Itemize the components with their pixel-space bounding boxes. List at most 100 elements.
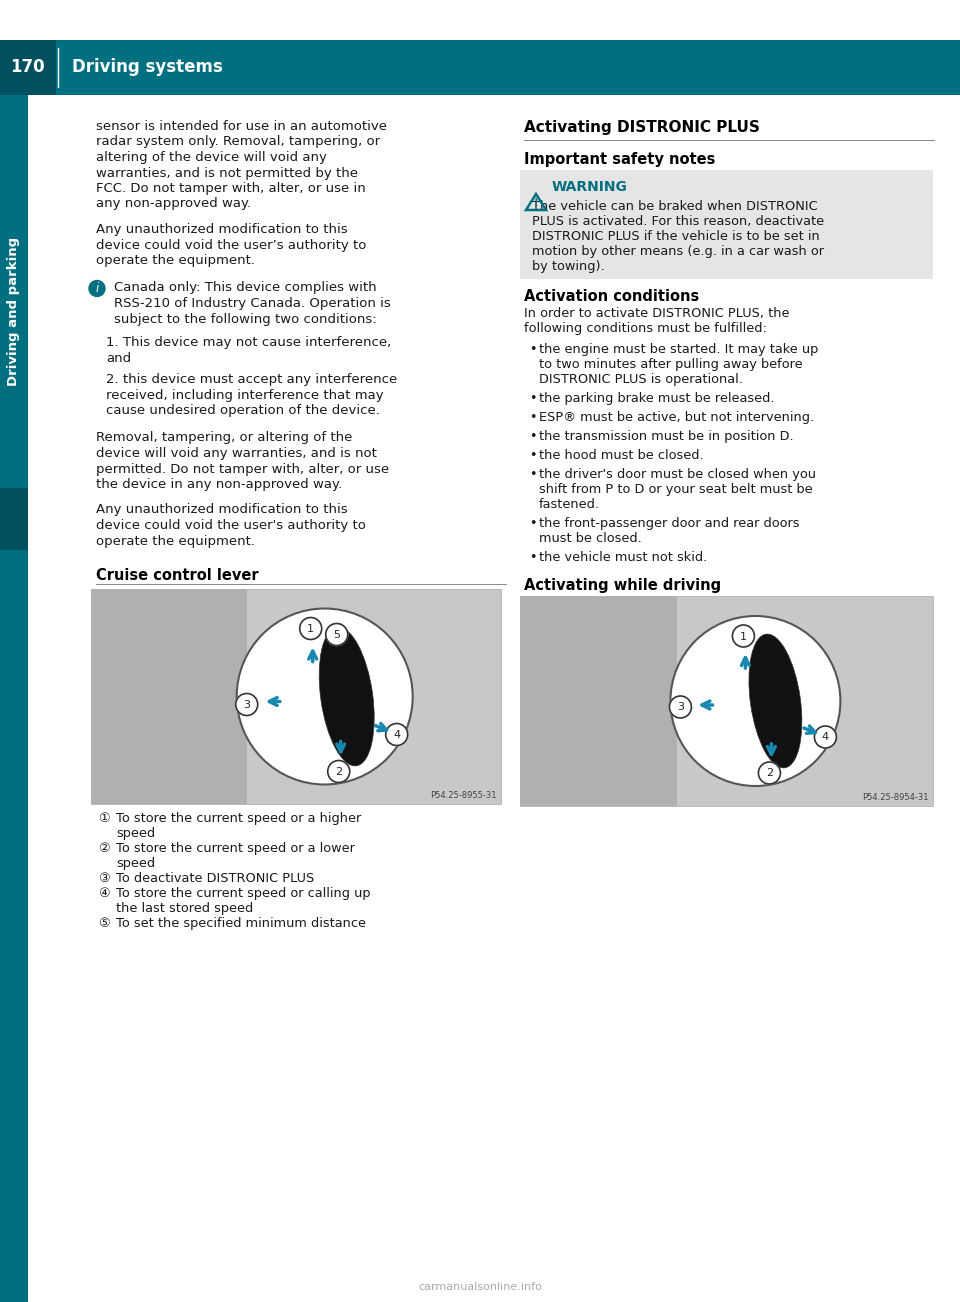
Ellipse shape <box>319 628 374 766</box>
Text: device will void any warranties, and is not: device will void any warranties, and is … <box>96 447 377 460</box>
Text: FCC. Do not tamper with, alter, or use in: FCC. Do not tamper with, alter, or use i… <box>96 182 366 195</box>
Text: •: • <box>529 517 537 530</box>
Circle shape <box>814 727 836 749</box>
Circle shape <box>300 617 322 639</box>
Bar <box>520 596 933 806</box>
Text: Activating DISTRONIC PLUS: Activating DISTRONIC PLUS <box>524 120 760 135</box>
Text: P54.25-8954-31: P54.25-8954-31 <box>862 793 929 802</box>
Text: fastened.: fastened. <box>539 497 600 510</box>
Text: •: • <box>529 551 537 564</box>
Text: ⑤: ⑤ <box>98 917 109 930</box>
Text: motion by other means (e.g. in a car wash or: motion by other means (e.g. in a car was… <box>532 245 824 258</box>
Text: ESP® must be active, but not intervening.: ESP® must be active, but not intervening… <box>539 411 814 424</box>
Text: Any unauthorized modification to this: Any unauthorized modification to this <box>96 504 348 517</box>
Text: the front-passenger door and rear doors: the front-passenger door and rear doors <box>539 517 800 530</box>
Text: Canada only: This device complies with: Canada only: This device complies with <box>114 281 376 294</box>
Bar <box>91 589 501 805</box>
Circle shape <box>89 280 105 297</box>
Text: permitted. Do not tamper with, alter, or use: permitted. Do not tamper with, alter, or… <box>96 462 389 475</box>
Text: Driving systems: Driving systems <box>72 59 223 77</box>
Circle shape <box>327 760 349 783</box>
Text: In order to activate DISTRONIC PLUS, the: In order to activate DISTRONIC PLUS, the <box>524 307 789 320</box>
Text: RSS-210 of Industry Canada. Operation is: RSS-210 of Industry Canada. Operation is <box>114 297 391 310</box>
Text: i: i <box>95 283 99 296</box>
Text: To store the current speed or a higher: To store the current speed or a higher <box>116 812 361 825</box>
Text: 2: 2 <box>766 768 773 779</box>
Text: operate the equipment.: operate the equipment. <box>96 535 255 548</box>
Bar <box>0 488 28 549</box>
Text: warranties, and is not permitted by the: warranties, and is not permitted by the <box>96 167 358 180</box>
Text: •: • <box>529 430 537 443</box>
Text: 3: 3 <box>243 700 251 710</box>
Text: DISTRONIC PLUS if the vehicle is to be set in: DISTRONIC PLUS if the vehicle is to be s… <box>532 230 820 243</box>
Circle shape <box>758 762 780 784</box>
Circle shape <box>237 608 413 785</box>
Text: !: ! <box>534 198 539 208</box>
Text: Activation conditions: Activation conditions <box>524 289 699 303</box>
Text: Removal, tampering, or altering of the: Removal, tampering, or altering of the <box>96 431 352 444</box>
Text: operate the equipment.: operate the equipment. <box>96 254 255 267</box>
Text: •: • <box>529 467 537 480</box>
Text: 2. this device must accept any interference: 2. this device must accept any interfere… <box>106 372 397 385</box>
Text: ④: ④ <box>98 887 109 900</box>
Text: To store the current speed or calling up: To store the current speed or calling up <box>116 887 371 900</box>
Text: to two minutes after pulling away before: to two minutes after pulling away before <box>539 358 803 371</box>
Text: ①: ① <box>98 812 109 825</box>
Text: radar system only. Removal, tampering, or: radar system only. Removal, tampering, o… <box>96 135 380 148</box>
Text: 1. This device may not cause interference,: 1. This device may not cause interferenc… <box>106 336 392 349</box>
Text: •: • <box>529 342 537 355</box>
Text: 5: 5 <box>333 630 340 641</box>
Text: To deactivate DISTRONIC PLUS: To deactivate DISTRONIC PLUS <box>116 872 314 885</box>
Text: To set the specified minimum distance: To set the specified minimum distance <box>116 917 366 930</box>
Bar <box>0 95 28 1302</box>
Text: 3: 3 <box>677 703 684 712</box>
Text: ③: ③ <box>98 872 109 885</box>
Text: 2: 2 <box>335 767 343 777</box>
Text: Important safety notes: Important safety notes <box>524 152 715 167</box>
Text: the parking brake must be released.: the parking brake must be released. <box>539 392 775 405</box>
Circle shape <box>669 697 691 717</box>
Text: the driver's door must be closed when you: the driver's door must be closed when yo… <box>539 467 816 480</box>
Bar <box>0 40 56 95</box>
Text: PLUS is activated. For this reason, deactivate: PLUS is activated. For this reason, deac… <box>532 215 824 228</box>
Text: the transmission must be in position D.: the transmission must be in position D. <box>539 430 794 443</box>
Bar <box>520 596 677 806</box>
Text: subject to the following two conditions:: subject to the following two conditions: <box>114 312 376 326</box>
Text: ②: ② <box>98 842 109 855</box>
Text: following conditions must be fulfilled:: following conditions must be fulfilled: <box>524 322 767 335</box>
Text: Driving and parking: Driving and parking <box>8 237 20 385</box>
Text: cause undesired operation of the device.: cause undesired operation of the device. <box>106 404 380 417</box>
Circle shape <box>386 724 408 746</box>
Text: by towing).: by towing). <box>532 260 605 273</box>
Text: shift from P to D or your seat belt must be: shift from P to D or your seat belt must… <box>539 483 812 496</box>
Text: speed: speed <box>116 827 156 840</box>
Text: the engine must be started. It may take up: the engine must be started. It may take … <box>539 342 818 355</box>
Text: •: • <box>529 449 537 462</box>
Text: any non-approved way.: any non-approved way. <box>96 198 252 211</box>
Text: received, including interference that may: received, including interference that ma… <box>106 388 384 401</box>
Text: the vehicle must not skid.: the vehicle must not skid. <box>539 551 708 564</box>
Text: sensor is intended for use in an automotive: sensor is intended for use in an automot… <box>96 120 387 133</box>
Text: and: and <box>106 352 132 365</box>
Text: To store the current speed or a lower: To store the current speed or a lower <box>116 842 355 855</box>
Circle shape <box>732 625 755 647</box>
Text: DISTRONIC PLUS is operational.: DISTRONIC PLUS is operational. <box>539 372 743 385</box>
Text: the device in any non-approved way.: the device in any non-approved way. <box>96 478 342 491</box>
Text: 4: 4 <box>822 733 829 742</box>
Text: Activating while driving: Activating while driving <box>524 578 721 592</box>
Text: 1: 1 <box>307 624 314 634</box>
Text: must be closed.: must be closed. <box>539 533 641 546</box>
Bar <box>520 171 933 279</box>
Text: The vehicle can be braked when DISTRONIC: The vehicle can be braked when DISTRONIC <box>532 201 818 214</box>
Circle shape <box>670 616 840 786</box>
Text: altering of the device will void any: altering of the device will void any <box>96 151 326 164</box>
Text: P54.25-8955-31: P54.25-8955-31 <box>430 792 497 799</box>
Text: the last stored speed: the last stored speed <box>116 902 253 915</box>
Bar <box>91 589 247 805</box>
Ellipse shape <box>749 634 802 768</box>
Text: speed: speed <box>116 857 156 870</box>
Text: •: • <box>529 411 537 424</box>
Circle shape <box>325 624 348 646</box>
Text: 4: 4 <box>394 730 400 740</box>
Circle shape <box>236 694 257 716</box>
